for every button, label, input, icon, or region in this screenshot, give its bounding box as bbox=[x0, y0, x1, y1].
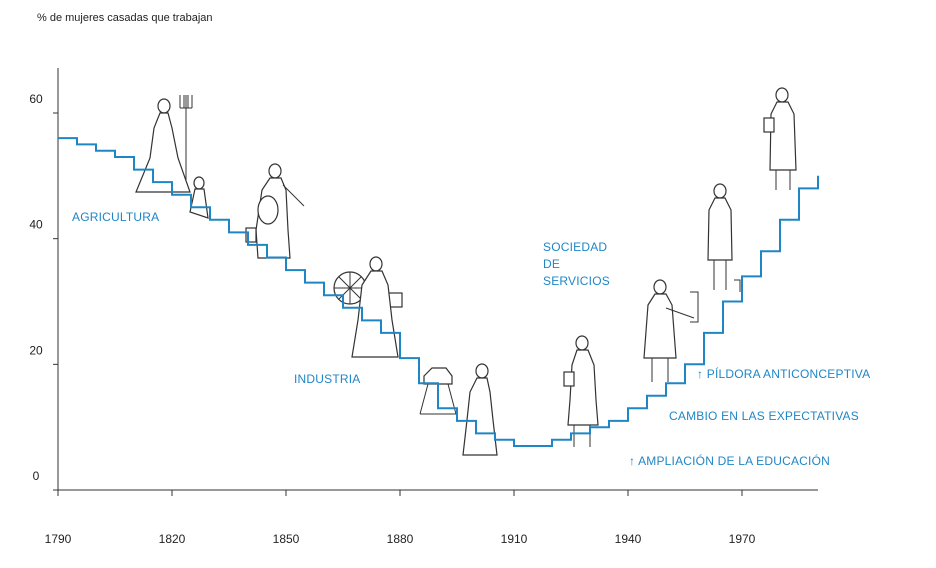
annotation-sociedad-line-2: DE bbox=[543, 257, 561, 271]
figure-spinning-woman-icon bbox=[245, 163, 305, 259]
x-tick-label-1910: 1910 bbox=[501, 532, 528, 546]
x-tick-label-1940: 1940 bbox=[615, 532, 642, 546]
annotation-agricultura: AGRICULTURA bbox=[72, 210, 160, 224]
y-tick-label-40: 40 bbox=[29, 218, 43, 232]
figure-teacher-woman-icon bbox=[643, 279, 699, 382]
annotation-expectativas: CAMBIO EN LAS EXPECTATIVAS bbox=[669, 409, 859, 423]
y-axis-title: % de mujeres casadas que trabajan bbox=[37, 12, 213, 24]
annotation-industria: INDUSTRIA bbox=[294, 372, 361, 386]
x-tick-label-1790: 1790 bbox=[45, 532, 72, 546]
x-tick-label-1880: 1880 bbox=[387, 532, 414, 546]
x-tick-label-1850: 1850 bbox=[273, 532, 300, 546]
x-tick-label-1970: 1970 bbox=[729, 532, 756, 546]
figure-professional-woman-icon bbox=[763, 87, 797, 190]
x-tick-label-1820: 1820 bbox=[159, 532, 186, 546]
annotation-sociedad-servicios: SOCIEDAD DE SERVICIOS bbox=[543, 239, 610, 290]
tick-labels: 0 20 40 60 1790 1820 1850 1880 1910 1940 1970 bbox=[29, 92, 755, 546]
figure-farm-woman-icon bbox=[135, 95, 209, 219]
annotation-sociedad-line-1: SOCIEDAD bbox=[543, 240, 608, 254]
annotation-educacion: ↑ AMPLIACIÓN DE LA EDUCACIÓN bbox=[629, 454, 830, 468]
figure-sewing-woman-icon bbox=[419, 363, 498, 456]
figure-office-woman-icon bbox=[563, 335, 599, 447]
y-tick-label-20: 20 bbox=[29, 343, 43, 357]
y-tick-label-60: 60 bbox=[29, 92, 43, 106]
y-tick-label-0: 0 bbox=[33, 469, 40, 483]
figure-modern-woman-icon bbox=[707, 183, 741, 292]
annotation-pildora: ↑ PÍLDORA ANTICONCEPTIVA bbox=[697, 367, 871, 381]
series-line-0 bbox=[58, 137, 819, 447]
annotation-sociedad-line-3: SERVICIOS bbox=[543, 274, 610, 288]
data-layer bbox=[57, 137, 819, 447]
